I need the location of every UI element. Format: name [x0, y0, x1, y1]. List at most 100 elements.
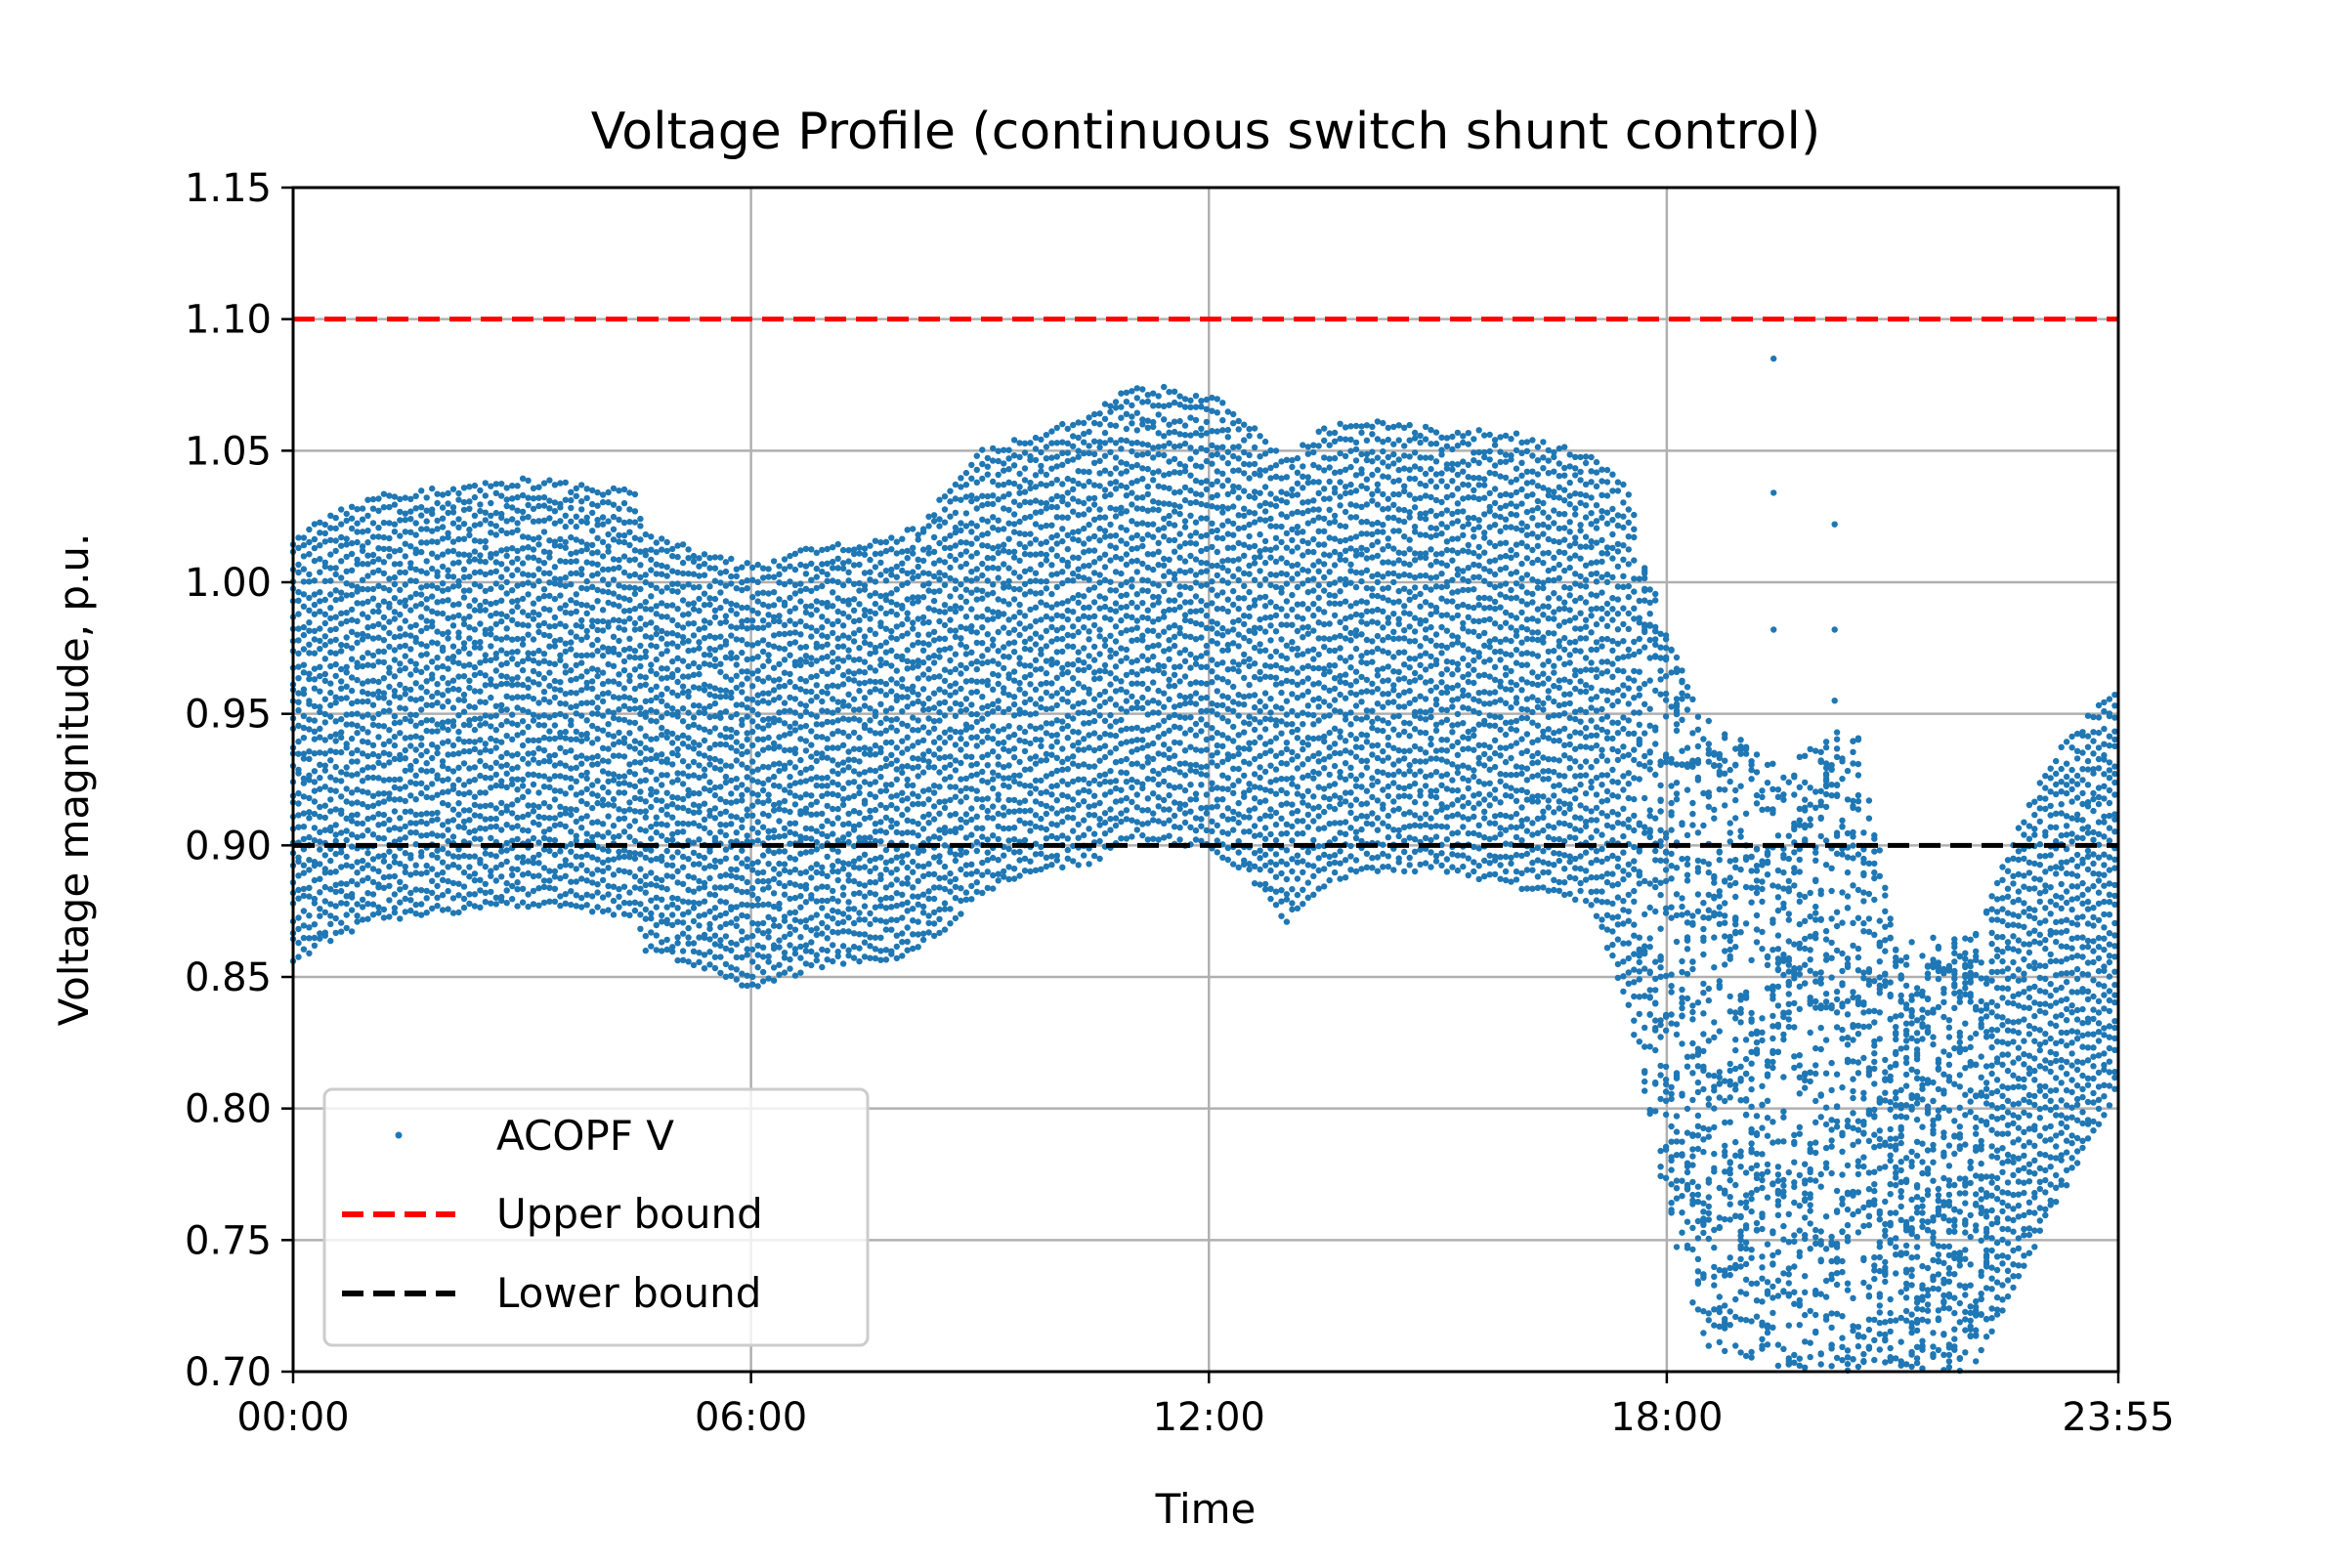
scatter-point [910, 659, 916, 665]
scatter-point [418, 539, 424, 545]
scatter-point [525, 709, 531, 715]
scatter-point [739, 650, 745, 656]
scatter-point [466, 748, 472, 754]
scatter-point [696, 555, 702, 561]
scatter-point [557, 558, 563, 564]
scatter-point [616, 774, 621, 780]
scatter-point [985, 762, 991, 768]
scatter-point [979, 754, 985, 760]
scatter-point [691, 874, 697, 880]
scatter-point [514, 815, 520, 821]
scatter-point [594, 867, 600, 872]
scatter-point [942, 493, 948, 499]
scatter-point [797, 851, 803, 857]
scatter-point [344, 863, 350, 869]
scatter-point [867, 808, 873, 814]
scatter-point [910, 801, 916, 807]
scatter-point [1005, 549, 1011, 555]
scatter-point [1054, 532, 1060, 538]
scatter-point [1033, 571, 1039, 576]
scatter-point [925, 920, 931, 926]
scatter-point [317, 703, 322, 709]
scatter-point [611, 856, 617, 862]
scatter-point [990, 457, 996, 463]
scatter-point [333, 515, 339, 521]
scatter-point [792, 629, 798, 635]
scatter-point [787, 896, 792, 902]
scatter-point [979, 640, 985, 646]
scatter-point [990, 776, 996, 782]
scatter-point [910, 550, 916, 556]
scatter-point [674, 570, 680, 575]
scatter-point [535, 773, 541, 779]
scatter-point [375, 689, 381, 695]
scatter-point [594, 792, 600, 798]
scatter-point [626, 557, 632, 563]
scatter-point [301, 553, 307, 559]
scatter-point [888, 705, 894, 711]
scatter-point [814, 799, 820, 805]
scatter-point [563, 513, 569, 519]
scatter-point [364, 572, 370, 578]
scatter-point [728, 800, 734, 806]
scatter-point [723, 809, 729, 815]
scatter-point [755, 896, 761, 902]
scatter-point [338, 919, 344, 925]
scatter-point [386, 587, 392, 593]
scatter-point [466, 635, 472, 641]
scatter-point [1059, 557, 1065, 563]
scatter-point [589, 699, 595, 705]
scatter-point [605, 489, 611, 495]
scatter-point [621, 647, 627, 653]
scatter-point [819, 655, 825, 660]
scatter-point [659, 563, 664, 569]
scatter-point [429, 878, 435, 884]
scatter-point [840, 643, 846, 649]
scatter-point [990, 525, 996, 530]
scatter-point [803, 723, 809, 729]
scatter-point [632, 491, 638, 497]
scatter-point [434, 491, 440, 497]
scatter-point [397, 587, 403, 593]
scatter-point [825, 736, 831, 742]
scatter-point [925, 888, 931, 894]
scatter-point [514, 494, 520, 500]
scatter-point [792, 910, 798, 915]
scatter-point [397, 752, 403, 758]
scatter-point [696, 608, 702, 614]
scatter-point [403, 517, 408, 523]
scatter-point [814, 673, 820, 679]
scatter-point [787, 942, 792, 948]
scatter-point [418, 832, 424, 838]
scatter-point [364, 729, 370, 735]
scatter-point [594, 535, 600, 541]
scatter-point [643, 915, 649, 921]
scatter-point [418, 584, 424, 590]
scatter-point [1011, 678, 1017, 684]
scatter-point [637, 711, 643, 717]
scatter-point [765, 777, 771, 783]
scatter-point [936, 717, 942, 723]
scatter-point [963, 599, 969, 605]
scatter-point [916, 564, 921, 570]
scatter-point [413, 829, 419, 835]
scatter-point [578, 498, 584, 504]
scatter-point [450, 880, 456, 886]
scatter-point [611, 663, 617, 669]
scatter-point [830, 780, 835, 785]
scatter-point [654, 829, 660, 835]
scatter-point [702, 817, 707, 823]
scatter-point [883, 692, 889, 698]
scatter-point [498, 673, 504, 679]
scatter-point [873, 645, 878, 651]
scatter-point [504, 771, 510, 777]
scatter-point [407, 658, 413, 664]
scatter-point [483, 480, 489, 486]
scatter-point [403, 784, 408, 789]
scatter-point [723, 822, 729, 827]
scatter-point [338, 929, 344, 935]
scatter-point [306, 857, 312, 863]
scatter-point [979, 660, 985, 666]
scatter-point [867, 767, 873, 773]
scatter-point [654, 684, 660, 690]
